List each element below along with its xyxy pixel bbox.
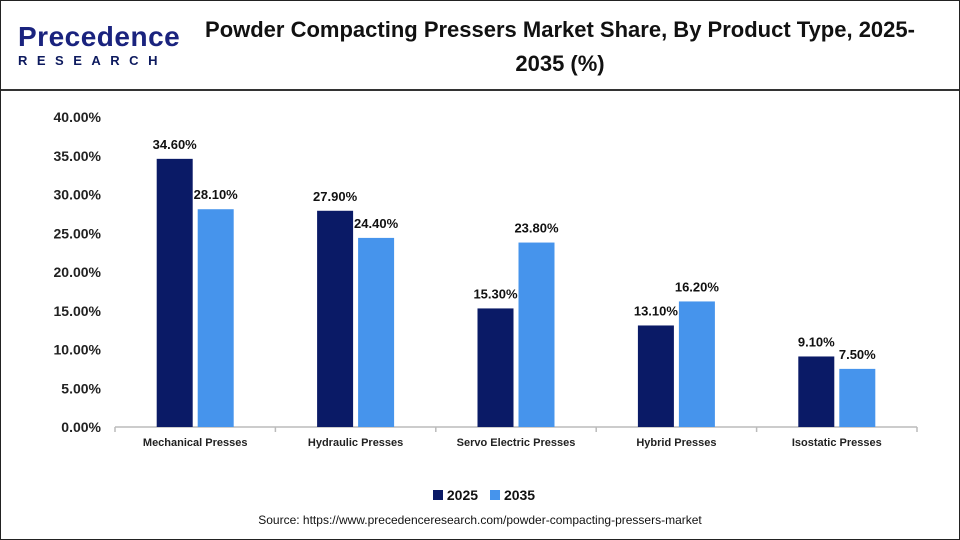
y-tick-label: 5.00% — [61, 380, 101, 396]
legend-label-2035: 2035 — [503, 487, 536, 503]
header-divider — [1, 89, 959, 91]
chart-title: Powder Compacting Pressers Market Share,… — [205, 17, 915, 76]
y-tick-label: 15.00% — [54, 303, 102, 319]
data-label: 27.90% — [313, 189, 358, 204]
data-label: 16.20% — [675, 279, 720, 294]
logo: Precedence RESEARCH — [18, 21, 181, 69]
y-tick-label: 40.00% — [54, 109, 102, 125]
y-tick-label: 35.00% — [54, 148, 102, 164]
logo-line2: RESEARCH — [18, 53, 167, 68]
x-tick-label: Mechanical Presses — [143, 437, 248, 449]
x-tick-label: Hydraulic Presses — [308, 437, 403, 449]
legend-label-2025: 2025 — [446, 487, 479, 503]
source-note: Source: https://www.precedenceresearch.c… — [258, 513, 702, 527]
x-tick-label: Servo Electric Presses — [457, 437, 576, 449]
legend-swatch-2025 — [432, 490, 443, 500]
data-label: 9.10% — [798, 334, 835, 349]
y-tick-label: 30.00% — [54, 187, 102, 203]
bar-2025-1 — [317, 210, 354, 427]
data-label: 28.10% — [194, 187, 239, 202]
y-tick-label: 25.00% — [54, 225, 102, 241]
data-label: 15.30% — [473, 286, 518, 301]
data-label: 34.60% — [153, 137, 198, 152]
logo-line1: Precedence — [18, 21, 181, 52]
bar-2025-0 — [156, 158, 193, 427]
bar-2035-4 — [839, 368, 876, 427]
x-tick-label: Isostatic Presses — [792, 437, 882, 449]
bar-2025-3 — [637, 325, 674, 427]
bar-2035-1 — [358, 237, 395, 427]
data-label: 7.50% — [839, 347, 876, 362]
data-label: 23.80% — [514, 221, 559, 236]
legend: 2025 2035 — [1, 487, 959, 503]
y-tick-label: 10.00% — [54, 342, 102, 358]
data-label: 13.10% — [634, 303, 679, 318]
bar-2035-0 — [197, 209, 234, 427]
x-tick-label: Hybrid Presses — [636, 437, 716, 449]
legend-swatch-2035 — [489, 490, 500, 500]
bar-2025-2 — [477, 308, 514, 427]
bar-2025-4 — [798, 356, 835, 427]
y-tick-label: 20.00% — [54, 264, 102, 280]
bar-2035-2 — [518, 242, 555, 427]
y-tick-label: 0.00% — [61, 419, 101, 435]
bar-2035-3 — [678, 301, 715, 427]
data-label: 24.40% — [354, 216, 399, 231]
